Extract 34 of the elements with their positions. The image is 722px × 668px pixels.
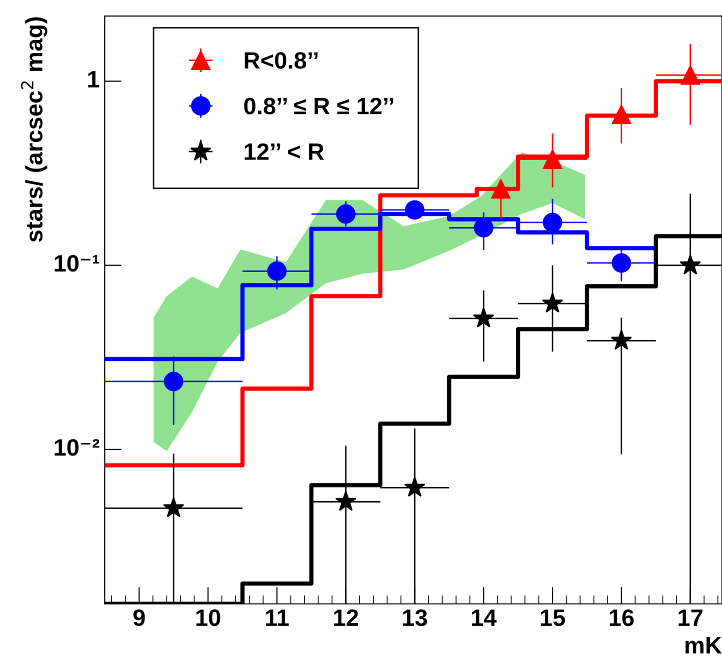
point: [473, 307, 494, 328]
y-axis-title: stars/ (arcsec$^{2}$ mag): [21, 17, 48, 242]
point: [542, 292, 564, 313]
legend-label: 12’’ < R: [244, 143, 324, 160]
point: [162, 497, 184, 518]
x-tick-label: 12: [334, 609, 358, 626]
x-tick-label: 17: [678, 610, 702, 626]
x-tick-label: 16: [610, 609, 634, 626]
point: [612, 104, 632, 124]
x-axis-title: mK: [686, 637, 722, 654]
point: [491, 179, 511, 199]
point: [610, 330, 632, 350]
point: [335, 490, 356, 511]
y-tick-label: 1: [88, 71, 100, 88]
point: [680, 65, 700, 85]
point: [680, 254, 701, 274]
legend-label: 0.8’’ ≤ R ≤ 12’’: [244, 98, 394, 114]
y-tick-label: 10⁻²: [54, 439, 100, 456]
point: [542, 212, 562, 232]
x-tick-label: 15: [540, 610, 565, 626]
point: [336, 204, 356, 224]
x-tick-label: 13: [403, 609, 427, 626]
point: [542, 150, 562, 169]
point: [612, 253, 632, 273]
point: [267, 261, 287, 281]
point: [164, 372, 184, 392]
point: [404, 476, 426, 497]
x-tick-label: 9: [133, 609, 145, 626]
x-tick-label: 14: [472, 610, 497, 626]
y-tick-label: 10⁻¹: [54, 254, 100, 272]
point: [405, 200, 424, 220]
x-tick-label: 11: [266, 610, 289, 626]
legend-label: R<0.8’’: [244, 52, 318, 69]
x-tick-label: 10: [196, 609, 220, 626]
